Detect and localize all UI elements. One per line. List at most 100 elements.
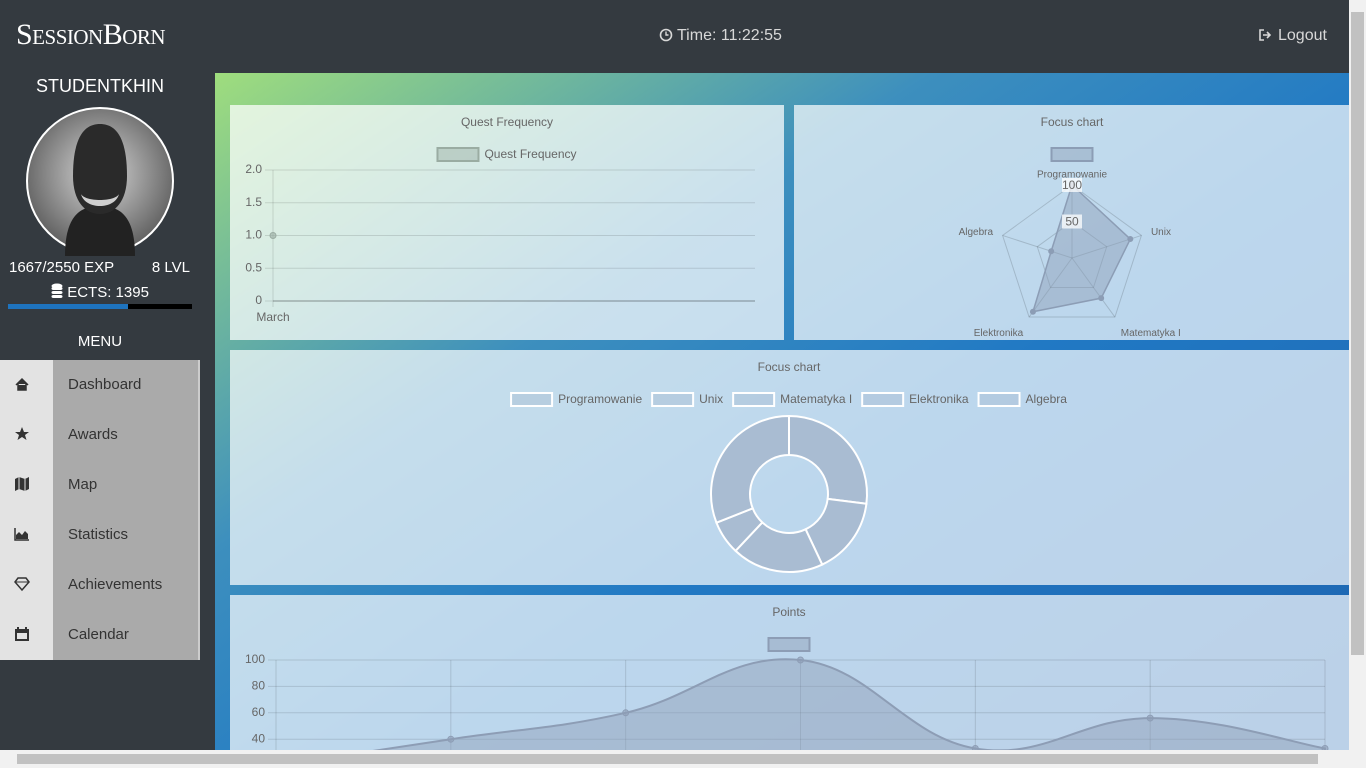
legend-label: Programowanie — [558, 392, 642, 406]
menu-icon — [0, 360, 53, 410]
data-point — [269, 232, 277, 239]
y-tick-label: 100 — [245, 652, 265, 666]
clock-icon — [659, 28, 673, 42]
icon — [15, 427, 29, 440]
legend-swatch — [436, 147, 480, 162]
avatar — [26, 107, 174, 256]
menu-label[interactable]: Dashboard — [68, 376, 142, 393]
data-point — [1127, 236, 1134, 243]
legend-swatch — [651, 392, 695, 407]
username: STUDENTKHIN — [35, 76, 164, 96]
icon — [15, 627, 29, 641]
menu-title: MENU — [77, 333, 123, 350]
logout-link[interactable]: Logout — [1278, 27, 1327, 44]
panel — [230, 595, 1349, 750]
clock: Time: 11:22:55 — [677, 27, 782, 44]
series-area — [1031, 183, 1132, 313]
icon — [15, 377, 29, 391]
menu-label[interactable]: Calendar — [68, 626, 129, 643]
menu-label[interactable]: Map — [68, 476, 98, 493]
scroll-thumb[interactable] — [17, 754, 1318, 764]
point-label: Matematyka I — [1121, 328, 1181, 339]
grid-line — [1036, 220, 1108, 289]
y-tick-label: 80 — [252, 679, 266, 693]
exp-progress-fill — [8, 304, 129, 309]
legend-swatch — [977, 392, 1021, 407]
legend-label: Matematyka I — [780, 392, 852, 406]
data-point — [1048, 248, 1055, 255]
radar-spoke — [1071, 257, 1116, 318]
menu-item[interactable]: Dashboard — [0, 360, 200, 410]
database-icon — [51, 283, 63, 298]
r-tick-label: 50 — [1065, 215, 1079, 229]
y-tick-label: 1.5 — [245, 195, 262, 209]
point-label: Unix — [1151, 227, 1171, 238]
dashboard: Quest Frequency Quest Frequency 0 0.5 1.0 1.5… — [215, 73, 1349, 750]
icon — [14, 577, 30, 592]
menu: Dashboard Awards Map Statistics Achievements… — [0, 360, 200, 660]
legend-label: Quest Frequency — [484, 147, 576, 161]
sidebar: STUDENTKHIN 1667/2550 EXP 8 LVL ECTS: 13… — [0, 73, 215, 750]
chart-title: Focus chart — [758, 360, 821, 374]
tick-backdrop — [1062, 178, 1082, 192]
ects-label: ECTS: 1395 — [67, 284, 149, 301]
radar-spoke — [1002, 234, 1073, 259]
data-point — [797, 656, 804, 664]
icon — [14, 528, 29, 541]
x-tick-label: March — [256, 310, 289, 324]
menu-item[interactable]: Map — [0, 460, 200, 510]
legend-label: Algebra — [1026, 392, 1068, 406]
menu-label[interactable]: Awards — [68, 426, 118, 443]
legend-swatch — [861, 392, 905, 407]
legend-swatch — [732, 392, 776, 407]
panel — [230, 105, 784, 340]
doughnut-segment — [788, 414, 868, 505]
data-point — [971, 744, 979, 750]
radar-spoke — [1028, 257, 1073, 318]
legend-swatch — [767, 637, 811, 652]
menu-icon — [0, 560, 53, 610]
point-label: Algebra — [959, 227, 994, 238]
top-bar: SessionBorn Time: 11:22:55 Logout — [0, 0, 1349, 73]
chart-title: Points — [772, 605, 805, 619]
menu-item[interactable]: Achievements — [0, 560, 200, 610]
y-tick-label: 1.0 — [245, 228, 262, 242]
legend-swatch — [510, 392, 554, 407]
icon — [15, 477, 29, 491]
menu-item[interactable]: Calendar — [0, 610, 200, 660]
tick-backdrop — [1062, 214, 1082, 229]
menu-icon — [0, 610, 53, 660]
menu-icon — [0, 460, 53, 510]
menu-label[interactable]: Statistics — [68, 526, 129, 543]
y-tick-label: 40 — [252, 731, 266, 745]
data-point — [447, 735, 455, 743]
level: 8 LVL — [151, 259, 190, 276]
data-point — [1146, 714, 1154, 722]
experience: 1667/2550 EXP — [9, 259, 115, 276]
scroll-thumb[interactable] — [1351, 12, 1364, 655]
chart-title: Focus chart — [1041, 115, 1104, 129]
exp-progress — [8, 304, 192, 309]
legend-label: Unix — [699, 392, 723, 406]
logo[interactable]: SessionBorn — [16, 18, 166, 51]
doughnut-segment — [710, 414, 790, 525]
menu-item[interactable]: Statistics — [0, 510, 200, 560]
menu-item[interactable]: Awards — [0, 410, 200, 460]
y-tick-label: 2.0 — [245, 162, 262, 176]
data-point — [1321, 744, 1329, 750]
ects: ECTS: 1395 — [0, 283, 200, 301]
menu-label[interactable]: Achievements — [68, 576, 163, 593]
legend-label: Elektronika — [909, 392, 969, 406]
point-label: Elektronika — [974, 328, 1024, 339]
vertical-scrollbar[interactable] — [1349, 0, 1366, 750]
data-point — [1029, 308, 1036, 315]
r-tick-label: 100 — [1062, 178, 1082, 192]
horizontal-scrollbar[interactable] — [0, 750, 1366, 768]
chart-title: Quest Frequency — [461, 115, 553, 129]
y-tick-label: 0.5 — [245, 260, 262, 274]
data-point — [1098, 295, 1105, 302]
y-tick-label: 0 — [255, 293, 262, 307]
y-tick-label: 60 — [252, 705, 266, 719]
legend-swatch — [1050, 147, 1094, 162]
